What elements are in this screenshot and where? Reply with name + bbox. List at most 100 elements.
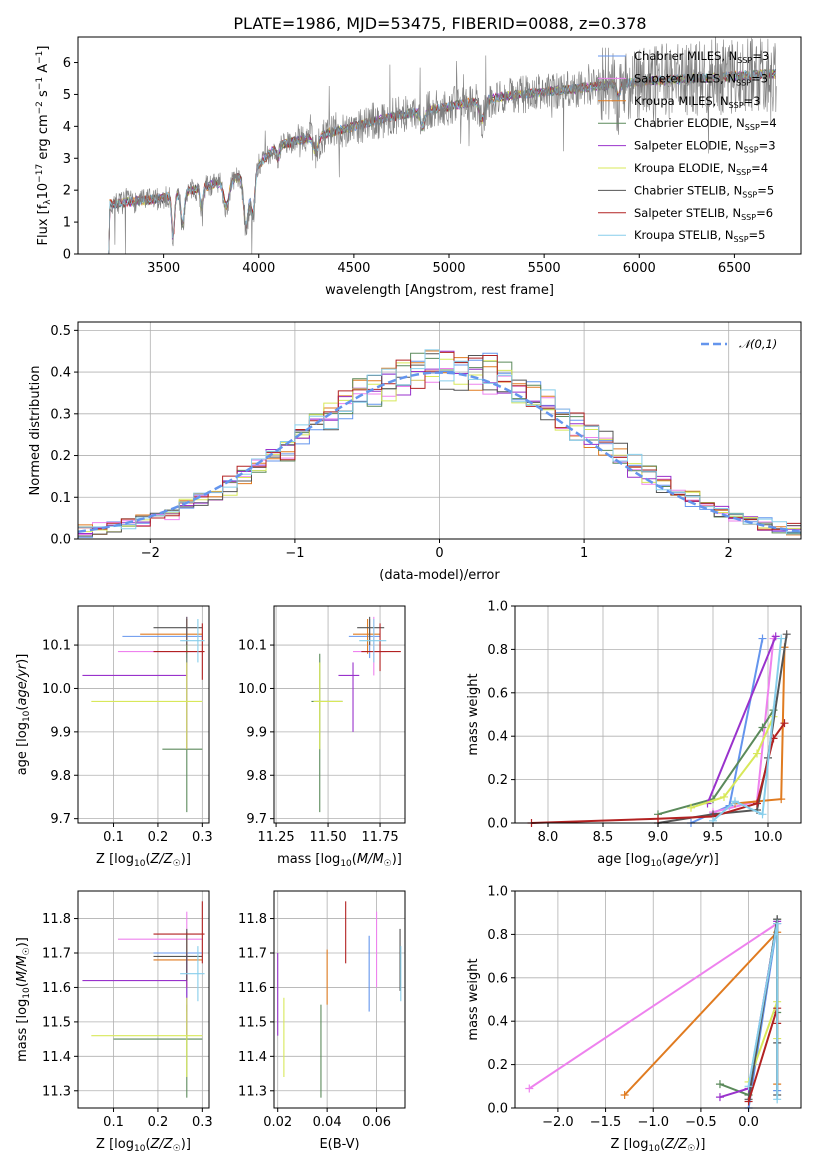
y-tick-label: 5 — [63, 88, 71, 103]
x-tick-label: 2 — [725, 546, 733, 561]
axes-frame — [273, 605, 406, 824]
mass-weight-marker — [744, 1082, 753, 1091]
plot-area — [525, 915, 782, 1112]
y-tick-label: 9.9 — [50, 725, 71, 740]
y-tick-label: 11.4 — [42, 1050, 71, 1065]
y-tick-label: 1.0 — [487, 600, 508, 615]
y-axis-label: mass weight — [466, 958, 481, 1040]
mass-weight-marker — [620, 1090, 629, 1099]
x-axis-label: age [log10​(age/yr)] — [597, 852, 719, 869]
x-tick-label: 6500 — [718, 261, 751, 276]
y-tick-label: 0.1 — [50, 491, 71, 506]
axes-frame — [77, 890, 210, 1109]
plot-area — [82, 901, 205, 1098]
y-tick-label: 10.1 — [42, 639, 71, 654]
axes-frame — [514, 890, 802, 1109]
axes-frame — [77, 36, 802, 255]
y-tick-label: 11.8 — [238, 912, 267, 927]
x-tick-label: 5000 — [432, 261, 465, 276]
plot-area — [82, 616, 205, 813]
y-tick-label: 0.4 — [50, 366, 71, 381]
x-tick-label: 11.75 — [361, 830, 398, 845]
x-tick-label: 10.0 — [754, 830, 783, 845]
x-tick-label: 0.3 — [192, 830, 213, 845]
legend: Chabrier MILES, NSSP=3 Salpeter MILES, NS… — [598, 49, 777, 244]
x-tick-label: 8.5 — [593, 830, 614, 845]
plot-area — [527, 630, 791, 827]
y-tick-label: 11.6 — [238, 981, 267, 996]
y-tick-label: 0.2 — [50, 449, 71, 464]
mass-weight-line — [657, 709, 775, 816]
plot-area — [277, 901, 402, 1098]
mass-weight-marker — [758, 723, 767, 732]
y-tick-label: 0.4 — [487, 730, 508, 745]
y-tick-label: 2 — [63, 184, 71, 199]
x-axis-label: Z [log10​(Z/Z☉​)] — [96, 852, 191, 869]
x-tick-label: 0 — [435, 546, 443, 561]
x-tick-label: −2 — [141, 546, 160, 561]
y-tick-label: 3 — [63, 152, 71, 167]
panel-z-mass: 0.1 0.2 0.3 11.3 11.4 11.5 11.6 11.7 11.8 Z [log1… — [15, 890, 213, 1154]
y-tick-label: 11.4 — [238, 1050, 267, 1065]
x-tick-label: 4000 — [242, 261, 275, 276]
y-tick-label: 11.3 — [238, 1084, 267, 1099]
panel-ebv-mass: 0.02 0.04 0.06 11.3 11.4 11.5 11.6 11.7 11.8 E(B-… — [238, 890, 406, 1152]
y-tick-label: 10.0 — [42, 682, 71, 697]
y-tick-label: 0.0 — [487, 1102, 508, 1117]
legend-entry: Kroupa ELODIE, NSSP=4 — [634, 161, 768, 177]
axes-frame — [273, 890, 406, 1109]
mass-weight-marker — [731, 797, 739, 806]
legend-entry: Salpeter MILES, NSSP=3 — [634, 71, 768, 87]
y-axis-label: mass weight — [466, 673, 481, 755]
y-tick-label: 0.2 — [487, 773, 508, 788]
mass-weight-marker — [771, 632, 780, 641]
x-tick-label: −1 — [285, 546, 304, 561]
panel-spectrum: 3500 4000 4500 5000 5500 6000 6500 0 1 2 3 4 5 6 wavel… — [35, 36, 802, 298]
x-tick-label: −1.0 — [637, 1115, 669, 1130]
y-tick-label: 0 — [63, 248, 71, 263]
legend-entry: Kroupa STELIB, NSSP=5 — [634, 228, 765, 244]
axes-frame — [77, 605, 210, 824]
legend-entry: Chabrier STELIB, NSSP=5 — [634, 183, 774, 199]
x-tick-label: 8.0 — [538, 830, 559, 845]
y-tick-label: 0.0 — [487, 817, 508, 832]
mass-weight-marker — [715, 1093, 724, 1102]
x-tick-label: 0.1 — [103, 1115, 124, 1130]
mass-weight-line — [531, 722, 786, 824]
spectrum-title: PLATE=1986, MJD=53475, FIBERID=0088, z=0… — [233, 14, 646, 33]
mass-weight-marker — [654, 814, 662, 823]
x-tick-label: 0.2 — [148, 1115, 169, 1130]
plot-area — [311, 616, 401, 813]
mass-weight-marker — [777, 795, 786, 804]
y-axis-label: Flux [fλ​10−17​ erg cm−2​ s−1​ A−1​] — [35, 46, 53, 246]
y-tick-label: 11.7 — [42, 947, 71, 962]
x-tick-label: 0.06 — [362, 1115, 391, 1130]
legend-entry: Salpeter STELIB, NSSP=6 — [634, 206, 773, 222]
plot-area — [78, 349, 801, 538]
mass-weight-marker — [715, 1080, 724, 1089]
y-tick-label: 11.5 — [238, 1015, 267, 1030]
gaussian-curve — [78, 371, 801, 533]
residual-histogram — [78, 349, 801, 535]
legend-entry: Kroupa MILES, NSSP=3 — [634, 94, 760, 110]
mass-weight-marker — [758, 634, 767, 643]
y-tick-label: 11.7 — [238, 947, 267, 962]
mass-weight-marker — [758, 810, 767, 819]
y-tick-label: 6 — [63, 56, 71, 71]
y-tick-label: 11.8 — [42, 912, 71, 927]
y-tick-label: 9.7 — [246, 812, 267, 827]
y-tick-label: 9.9 — [246, 725, 267, 740]
y-tick-label: 1 — [63, 216, 71, 231]
y-tick-label: 1.0 — [487, 885, 508, 900]
y-axis-label: Normed distribution — [28, 366, 43, 496]
y-tick-label: 11.6 — [42, 981, 71, 996]
y-tick-label: 0.5 — [50, 324, 71, 339]
x-axis-label: (data-model)/error — [379, 568, 500, 583]
mass-weight-marker — [777, 634, 786, 643]
mass-weight-marker — [753, 799, 761, 808]
y-tick-label: 0.4 — [487, 1015, 508, 1030]
x-tick-label: 0.0 — [738, 1115, 759, 1130]
mass-weight-marker — [687, 803, 695, 812]
x-axis-label: mass [log10​(M/M☉​)] — [277, 852, 402, 869]
x-tick-label: 9.5 — [703, 830, 724, 845]
